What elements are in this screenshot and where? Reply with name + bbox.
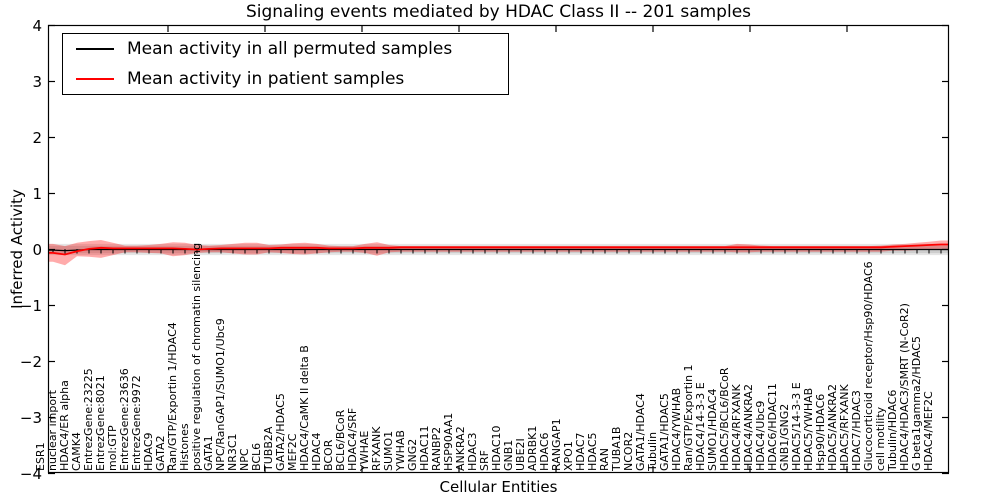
legend-label: Mean activity in patient samples <box>127 69 405 89</box>
y-tick-label: 3 <box>32 72 42 91</box>
legend: Mean activity in all permuted samples Me… <box>62 33 509 95</box>
y-tick-label: −3 <box>19 408 42 427</box>
x-tick-label: HDAC4/MEF2C <box>922 391 935 471</box>
legend-item-patient: Mean activity in patient samples <box>76 68 508 90</box>
chart-title: Signaling events mediated by HDAC Class … <box>245 2 752 22</box>
legend-item-permuted: Mean activity in all permuted samples <box>76 38 508 60</box>
y-tick-label: −2 <box>19 352 42 371</box>
patient-band <box>48 240 949 266</box>
legend-label: Mean activity in all permuted samples <box>127 39 453 59</box>
y-tick-label: −4 <box>19 464 42 483</box>
x-axis-label: Cellular Entities <box>439 478 558 496</box>
y-tick-label: 4 <box>32 16 42 35</box>
y-tick-label: 0 <box>32 240 42 259</box>
legend-line-red <box>76 78 114 80</box>
y-tick-label: −1 <box>19 296 42 315</box>
legend-line-black <box>76 48 114 50</box>
patient-mean-line <box>48 243 949 256</box>
y-tick-label: 2 <box>32 128 42 147</box>
y-tick-label: 1 <box>32 184 42 203</box>
